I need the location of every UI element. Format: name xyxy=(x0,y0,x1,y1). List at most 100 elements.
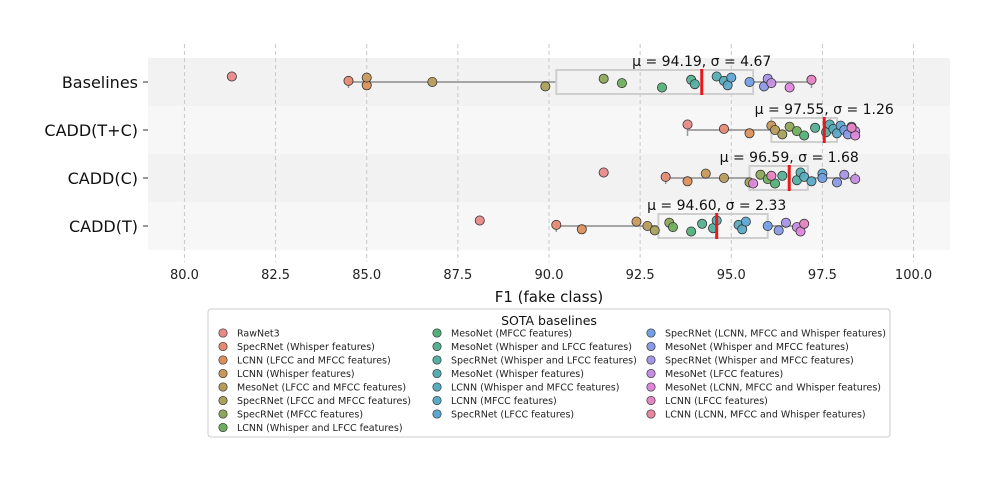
legend-marker xyxy=(432,341,442,352)
x-tick-label: 90.0 xyxy=(535,268,564,283)
x-tick-label: 92.5 xyxy=(626,268,655,283)
category-label: CADD(T) xyxy=(69,217,138,236)
data-point xyxy=(682,119,693,130)
legend-entry: SpecRNet (LCNN, MFCC and Whisper feature… xyxy=(665,329,886,340)
data-point xyxy=(780,217,791,228)
data-point xyxy=(766,170,777,181)
legend-marker xyxy=(218,395,228,406)
x-tick-labels: 80.0 82.5 85.0 87.5 90.0 92.5 95.0 97.5 100.0 xyxy=(170,268,932,283)
data-point xyxy=(718,123,729,134)
category-label: CADD(T+C) xyxy=(44,121,138,140)
data-point xyxy=(791,126,802,137)
data-point xyxy=(711,71,722,82)
legend-entry: SpecRNet (Whisper features) xyxy=(237,342,375,353)
legend-title: SOTA baselines xyxy=(501,313,597,328)
x-tick-label: 82.5 xyxy=(261,268,290,283)
legend-marker xyxy=(218,422,228,433)
legend-marker xyxy=(646,368,656,379)
data-point xyxy=(777,170,788,181)
data-point xyxy=(784,82,795,93)
legend-entry: MesoNet (LFCC features) xyxy=(665,369,783,380)
legend-entry: LCNN (LCNN, MFCC and Whisper features) xyxy=(665,410,866,421)
legend-marker xyxy=(646,395,656,406)
data-point xyxy=(616,78,627,89)
data-point xyxy=(806,176,817,187)
legend-marker xyxy=(432,395,442,406)
legend-entry: SpecRNet (Whisper and MFCC features) xyxy=(665,356,854,367)
legend-entry: MesoNet (Whisper and LFCC features) xyxy=(451,342,632,353)
data-point xyxy=(343,75,354,86)
data-point xyxy=(689,79,700,90)
data-point xyxy=(762,220,773,231)
legend-box xyxy=(207,308,891,438)
legend-entry: SpecRNet (Whisper and LFCC features) xyxy=(451,356,637,367)
stat-label: μ = 94.60, σ = 2.33 xyxy=(647,198,786,214)
data-point xyxy=(744,77,755,88)
data-point xyxy=(784,121,795,132)
x-tick-label: 97.5 xyxy=(808,268,837,283)
legend-entry: LCNN (Whisper and MFCC features) xyxy=(451,383,619,394)
legend: SOTA baselines RawNet3 SpecRNet (Whisper f… xyxy=(207,308,891,438)
legend-entry: MesoNet (Whisper and MFCC features) xyxy=(665,342,849,353)
data-point xyxy=(361,72,372,83)
data-point xyxy=(642,220,653,231)
data-point xyxy=(598,73,609,84)
data-point xyxy=(748,178,759,189)
data-point xyxy=(576,224,587,235)
stat-labels: μ = 94.19, σ = 4.67 μ = 97.55, σ = 1.26 μ … xyxy=(632,54,894,214)
data-point xyxy=(598,167,609,178)
legend-marker xyxy=(218,368,228,379)
legend-marker xyxy=(432,382,442,392)
data-point xyxy=(474,215,485,226)
legend-entry: MesoNet (Whisper features) xyxy=(451,369,584,380)
stat-label: μ = 94.19, σ = 4.67 xyxy=(632,54,771,70)
data-points xyxy=(226,71,861,237)
legend-entry: LCNN (Whisper and LFCC features) xyxy=(237,423,403,434)
x-axis-title: F1 (fake class) xyxy=(495,288,604,306)
data-point xyxy=(649,225,660,236)
data-point xyxy=(744,128,755,139)
legend-entry: MesoNet (LCNN, MFCC and Whisper features… xyxy=(665,383,881,394)
legend-entry: LCNN (LFCC features) xyxy=(665,396,768,407)
data-point xyxy=(427,77,438,88)
legend-marker xyxy=(432,368,442,379)
category-labels: Baselines CADD(T+C) CADD(C) CADD(T) xyxy=(44,73,148,236)
data-point xyxy=(697,218,708,229)
legend-marker xyxy=(432,355,442,365)
data-point xyxy=(667,222,678,233)
data-point xyxy=(770,125,781,136)
data-point xyxy=(850,174,861,185)
legend-marker xyxy=(218,355,228,365)
data-point xyxy=(810,122,821,133)
data-point xyxy=(686,226,697,237)
legend-marker xyxy=(646,341,656,352)
legend-marker xyxy=(218,382,228,392)
data-point xyxy=(551,219,562,230)
legend-entry: LCNN (Whisper features) xyxy=(237,369,355,380)
legend-marker xyxy=(646,328,656,338)
data-point xyxy=(839,169,850,180)
data-point xyxy=(631,216,642,227)
legend-marker xyxy=(218,341,228,352)
x-tick-label: 87.5 xyxy=(443,268,472,283)
legend-entry: MesoNet (MFCC features) xyxy=(451,329,572,340)
legend-entry: SpecRNet (MFCC features) xyxy=(237,410,363,421)
x-tick-label: 80.0 xyxy=(170,268,199,283)
mean-lines xyxy=(700,69,826,239)
data-point xyxy=(846,122,857,133)
data-point xyxy=(777,129,788,140)
data-point xyxy=(806,74,817,85)
data-point xyxy=(766,78,777,89)
x-tick-label: 100.0 xyxy=(895,268,932,283)
data-point xyxy=(817,172,828,183)
data-point xyxy=(726,72,737,83)
data-point xyxy=(799,171,810,182)
stat-label: μ = 97.55, σ = 1.26 xyxy=(755,102,894,118)
data-point xyxy=(226,71,237,82)
legend-entry: RawNet3 xyxy=(237,329,280,340)
data-point xyxy=(660,171,671,182)
legend-entry: LCNN (LFCC and MFCC features) xyxy=(237,356,391,367)
legend-entry: SpecRNet (LFCC features) xyxy=(451,410,574,421)
legend-marker xyxy=(646,409,656,419)
